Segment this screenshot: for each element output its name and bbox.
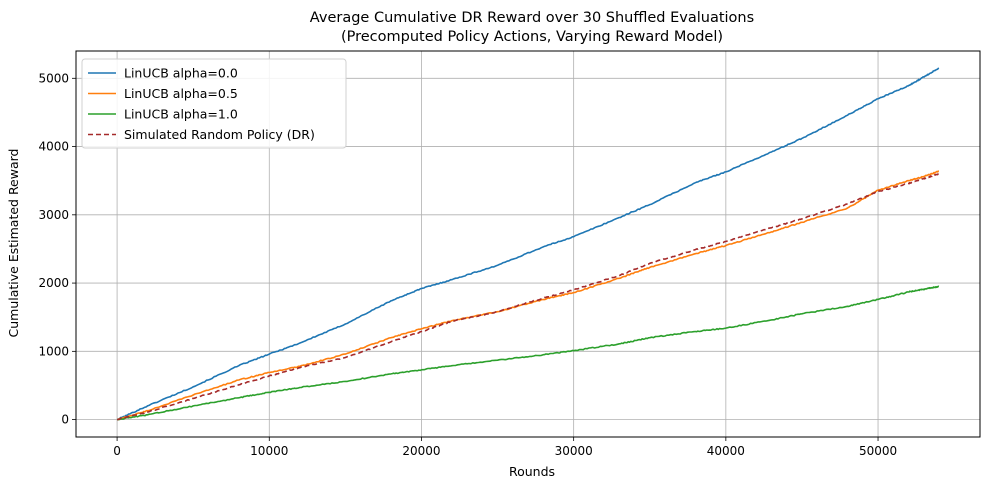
legend-label: Simulated Random Policy (DR) [124,127,315,142]
legend: LinUCB alpha=0.0 LinUCB alpha=0.5 LinUCB a… [81,58,347,149]
y-tick-label: 4000 [38,140,69,154]
x-tick-label: 30000 [555,444,593,458]
x-tick-label: 40000 [707,444,745,458]
series-line-2 [116,170,940,421]
y-tick-label: 0 [61,413,69,427]
x-tick-label: 10000 [250,444,288,458]
series-line-3 [117,285,940,421]
series-layer [116,67,940,421]
chart-title: Average Cumulative DR Reward over 30 Shu… [310,10,754,26]
plot-frame [75,50,981,438]
x-tick-label: 0 [113,444,121,458]
x-tick-label: 20000 [402,444,440,458]
axis-ticks: 0 10000 20000 30000 40000 50000 0 1000 2000 3000 4… [38,71,897,458]
series-line-4 [117,172,940,421]
x-tick-label: 50000 [859,444,897,458]
y-tick-label: 1000 [38,344,69,358]
legend-label: LinUCB alpha=1.0 [124,107,238,122]
legend-label: LinUCB alpha=0.0 [124,66,238,81]
y-axis-label: Cumulative Estimated Reward [6,149,21,338]
y-tick-label: 3000 [38,208,69,222]
x-axis-label: Rounds [509,464,555,479]
legend-box [81,58,347,149]
y-tick-label: 2000 [38,276,69,290]
legend-label: LinUCB alpha=0.5 [124,86,238,101]
chart-subtitle: (Precomputed Policy Actions, Varying Rew… [341,29,723,45]
y-tick-label: 5000 [38,71,69,85]
series-line-1 [116,67,940,421]
